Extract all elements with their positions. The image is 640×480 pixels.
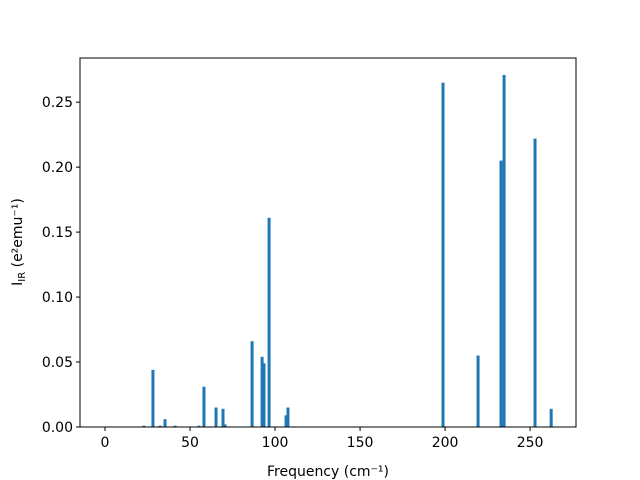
bar: [284, 415, 288, 427]
x-tick-label: 250: [517, 435, 544, 451]
bar: [533, 138, 537, 427]
bar: [250, 341, 254, 427]
bar: [286, 407, 290, 427]
y-tick-label: 0.25: [42, 95, 73, 111]
bar: [221, 408, 225, 427]
x-tick-label: 50: [181, 435, 199, 451]
y-tick-label: 0.10: [42, 290, 73, 306]
x-tick-label: 200: [432, 435, 459, 451]
bar: [214, 407, 218, 427]
x-tick-label: 100: [262, 435, 289, 451]
plot-frame: [79, 57, 577, 428]
bar: [197, 425, 201, 427]
x-tick-label: 150: [347, 435, 374, 451]
x-axis-label: Frequency (cm⁻¹): [267, 464, 389, 480]
y-tick-label: 0.05: [42, 355, 73, 371]
bar: [202, 386, 206, 427]
y-label-rest: (e²emu⁻¹): [10, 198, 26, 272]
y-tick-label: 0.20: [42, 160, 73, 176]
x-tick-label: 0: [101, 435, 110, 451]
bar: [476, 355, 480, 427]
y-axis-label: IIR (e²emu⁻¹): [10, 198, 28, 286]
bar: [441, 82, 445, 428]
bar: [499, 160, 503, 428]
bar: [173, 425, 177, 427]
y-tick-label: 0.15: [42, 225, 73, 241]
bar: [223, 424, 227, 427]
bar: [163, 419, 167, 427]
bar: [267, 217, 271, 427]
bar: [502, 74, 506, 428]
bar: [549, 408, 553, 427]
bar: [142, 425, 146, 427]
y-label-main: I: [10, 282, 26, 286]
bar: [262, 363, 266, 427]
bar: [260, 356, 264, 427]
y-label-sub: IR: [17, 272, 28, 282]
y-tick-label: 0.00: [42, 420, 73, 436]
bar: [151, 369, 155, 427]
bar: [158, 425, 162, 427]
